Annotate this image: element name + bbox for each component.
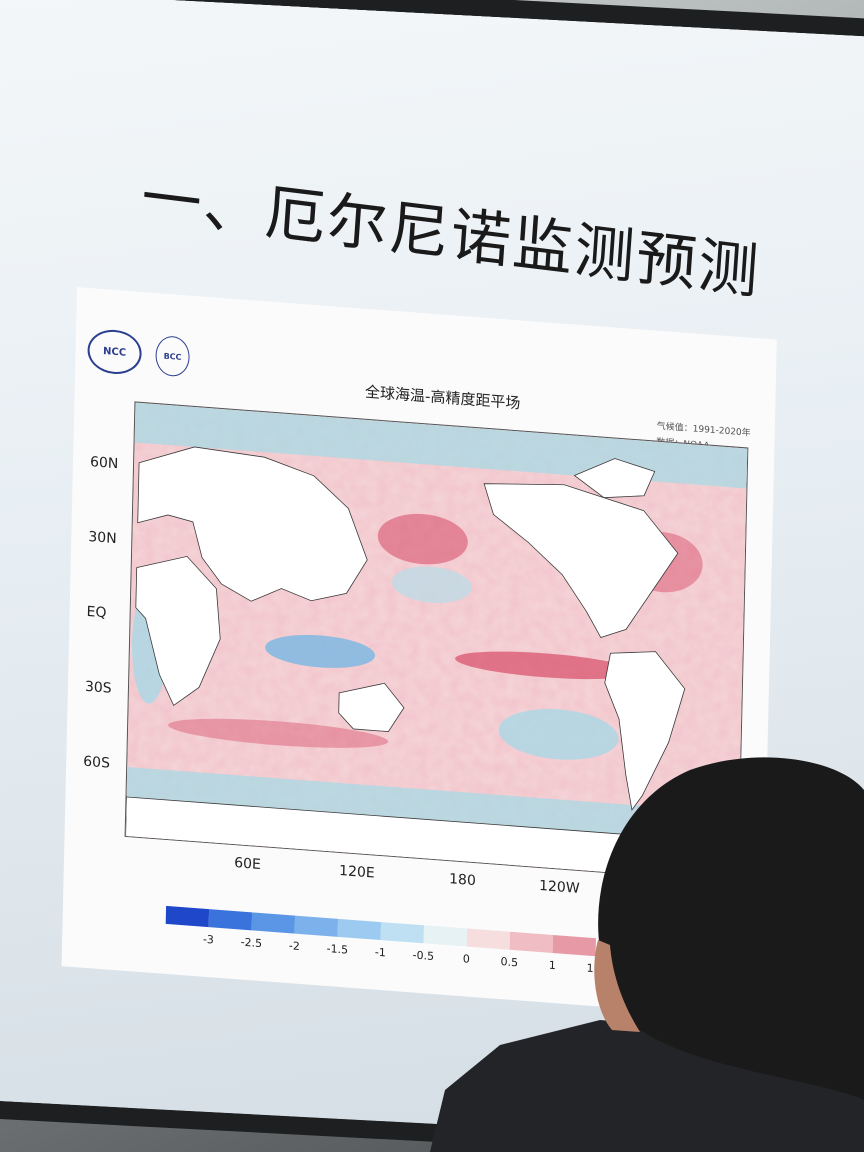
warm-anomaly-north-pacific — [377, 513, 468, 565]
chart-panel: NCC BCC 全球海温-高精度距平场 2023年10月 气候值：1991-20… — [61, 287, 777, 1019]
cool-anomaly-north-pacific — [391, 566, 472, 604]
australia-land — [338, 682, 405, 732]
africa-land — [135, 555, 221, 707]
cool-anomaly-indian-ocean — [265, 634, 376, 668]
warm-anomaly-south-indian — [168, 718, 389, 748]
eurasia-land — [137, 446, 368, 602]
person-ear — [594, 940, 640, 1032]
person-hair — [598, 757, 864, 1100]
cool-anomaly-south-pacific — [498, 708, 619, 760]
sst-map-graphic — [125, 402, 749, 883]
antarctica-land — [125, 796, 741, 883]
south-america-land — [604, 651, 686, 811]
warm-anomaly-el-nino-band — [455, 651, 636, 680]
landmass-group — [125, 446, 741, 883]
sst-anomaly-map — [124, 401, 749, 883]
greenland-land — [573, 458, 656, 499]
north-america-land — [483, 483, 679, 638]
cool-anomaly-southern-ocean — [126, 766, 742, 844]
